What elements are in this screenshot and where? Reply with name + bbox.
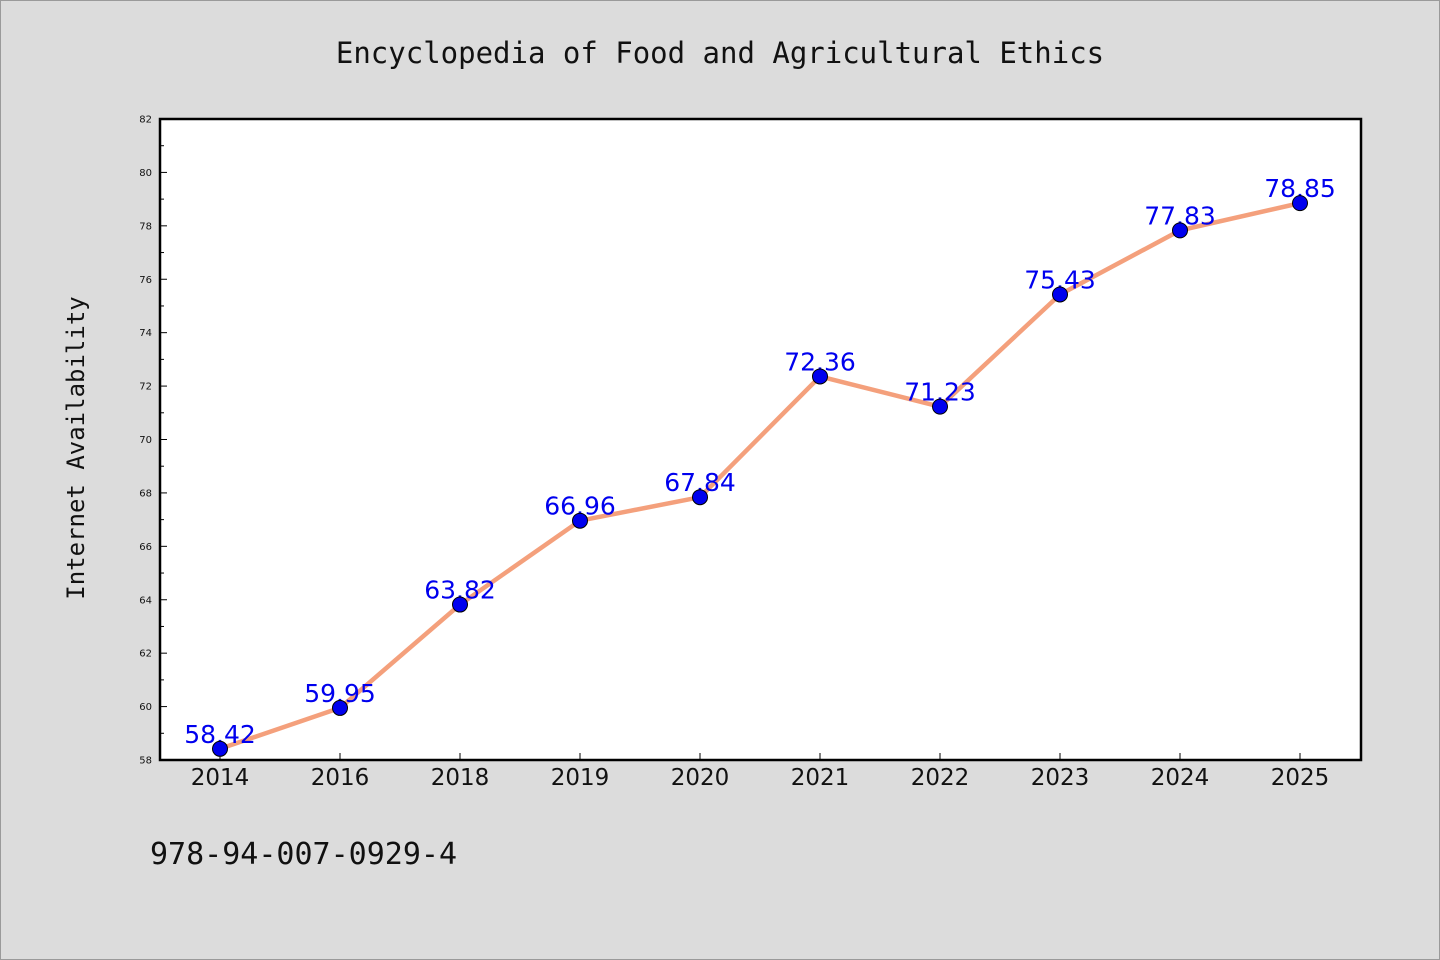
data-point (1172, 222, 1188, 239)
data-point (932, 398, 948, 415)
y-tick-label: 66 (139, 542, 152, 553)
chart-title: Encyclopedia of Food and Agricultural Et… (336, 36, 1104, 70)
y-tick-label: 70 (139, 435, 152, 446)
data-point (332, 699, 348, 716)
data-point (1292, 195, 1308, 212)
x-tick-label: 2025 (1271, 765, 1330, 791)
y-tick-label: 82 (139, 115, 152, 126)
y-tick-label: 76 (139, 275, 152, 286)
y-axis-label: Internet Availability (62, 296, 90, 599)
y-axis-ticks: 58 60 62 64 66 68 70 72 74 76 78 80 82 (139, 115, 167, 767)
y-tick-label: 60 (139, 702, 152, 713)
x-tick-label: 2022 (911, 765, 970, 791)
y-tick-label: 72 (139, 382, 152, 393)
isbn-footer: 978-94-007-0929-4 (150, 837, 457, 872)
x-tick-label: 2021 (791, 765, 850, 791)
x-tick-label: 2019 (551, 765, 610, 791)
data-point (1052, 286, 1068, 303)
series-layer: 58.4259.9563.8266.9667.8472.3671.2375.43… (184, 174, 1336, 757)
y-tick-label: 80 (139, 168, 152, 179)
x-tick-label: 2024 (1151, 765, 1210, 791)
data-point (692, 489, 708, 506)
data-point (812, 368, 828, 385)
y-tick-label: 64 (139, 595, 152, 606)
x-tick-label: 2023 (1031, 765, 1090, 791)
plot-border (158, 117, 1363, 762)
x-tick-label: 2020 (671, 765, 730, 791)
y-tick-label: 62 (139, 649, 152, 660)
x-tick-label: 2018 (431, 765, 490, 791)
y-tick-label: 68 (139, 488, 152, 499)
x-tick-label: 2016 (311, 765, 370, 791)
y-tick-label: 78 (139, 221, 152, 232)
data-point (572, 512, 588, 529)
series-line (217, 200, 1303, 752)
y-tick-label: 58 (139, 756, 152, 767)
x-tick-label: 2014 (191, 765, 250, 791)
data-point (212, 740, 228, 757)
y-tick-label: 74 (139, 328, 152, 339)
data-point (452, 596, 468, 613)
x-axis-ticks: 2014 2016 2018 2019 2020 2021 2022 2023 2024 2025 (191, 753, 1330, 791)
